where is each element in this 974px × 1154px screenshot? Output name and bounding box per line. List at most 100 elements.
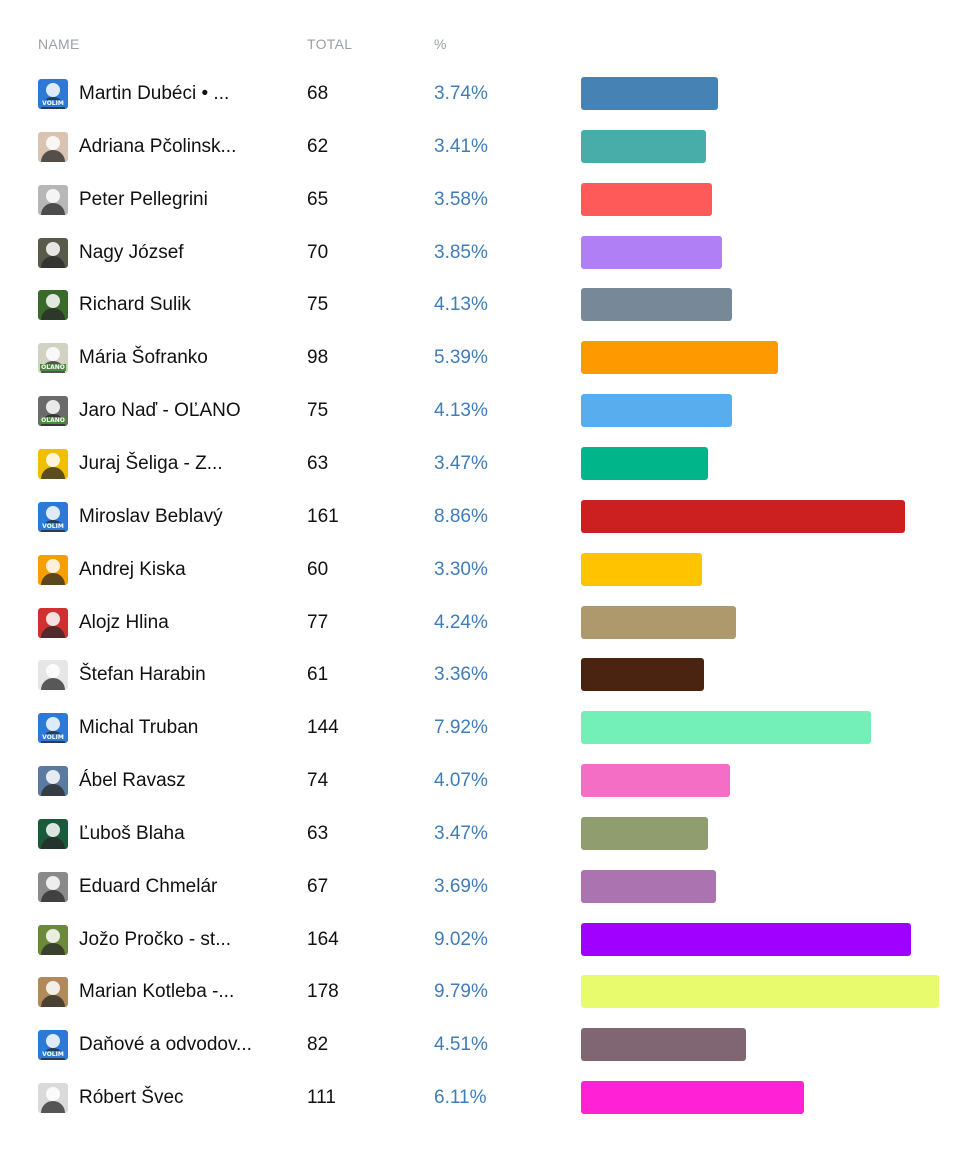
table-row[interactable]: VOLIM Miroslav Beblavý 161 8.86% <box>0 492 974 545</box>
bar <box>581 446 708 480</box>
avatar-head <box>46 981 60 996</box>
row-percent: 4.24% <box>434 611 488 633</box>
column-header-percent: % <box>434 36 447 52</box>
bar <box>581 552 702 586</box>
bar <box>581 235 722 269</box>
row-total: 77 <box>307 611 329 633</box>
avatar-head <box>46 188 60 203</box>
profile-photo-icon <box>38 818 68 849</box>
row-name: Adriana Pčolinsk... <box>79 135 237 157</box>
table-row[interactable]: Eduard Chmelár 67 3.69% <box>0 862 974 915</box>
row-total: 61 <box>307 664 329 686</box>
profile-photo-icon <box>38 290 68 321</box>
table-row[interactable]: VOLIM Michal Truban 144 7.92% <box>0 703 974 756</box>
table-row[interactable]: Alojz Hlina 77 4.24% <box>0 598 974 651</box>
table-row[interactable]: VOLIM Martin Dubéci • ... 68 3.74% <box>0 69 974 122</box>
table-row[interactable]: Ľuboš Blaha 63 3.47% <box>0 809 974 862</box>
avatar-head <box>46 664 60 679</box>
row-total: 161 <box>307 505 339 527</box>
bar <box>581 975 939 1009</box>
table-row[interactable]: VOLIM Daňové a odvodov... 82 4.51% <box>0 1020 974 1073</box>
row-name: Daňové a odvodov... <box>79 1034 252 1056</box>
profile-photo-icon <box>38 766 68 797</box>
table-row[interactable]: Róbert Švec 111 6.11% <box>0 1073 974 1126</box>
table-row[interactable]: Marian Kotleba -... 178 9.79% <box>0 967 974 1020</box>
table-row[interactable]: Adriana Pčolinsk... 62 3.41% <box>0 122 974 175</box>
row-total: 60 <box>307 558 329 580</box>
avatar-badge: OĽANO <box>40 417 66 425</box>
row-total: 67 <box>307 875 329 897</box>
bar <box>581 922 911 956</box>
table-row[interactable]: Štefan Harabin 61 3.36% <box>0 650 974 703</box>
row-total: 65 <box>307 188 329 210</box>
row-percent: 3.85% <box>434 241 488 263</box>
table-row[interactable]: Nagy József 70 3.85% <box>0 228 974 281</box>
row-percent: 3.41% <box>434 135 488 157</box>
bar <box>581 658 704 692</box>
row-percent: 4.13% <box>434 400 488 422</box>
table-row[interactable]: Jožo Pročko - st... 164 9.02% <box>0 915 974 968</box>
profile-photo-icon <box>38 607 68 638</box>
avatar-head <box>46 452 60 467</box>
table-row[interactable]: OĽANO Mária Šofranko 98 5.39% <box>0 333 974 386</box>
avatar-head <box>46 611 60 626</box>
avatar-badge: OĽANO <box>40 364 66 372</box>
table-row[interactable]: Andrej Kiska 60 3.30% <box>0 545 974 598</box>
profile-photo-icon <box>38 448 68 479</box>
profile-photo-icon: OĽANO <box>38 343 68 374</box>
row-name: Róbert Švec <box>79 1087 184 1109</box>
row-percent: 3.47% <box>434 822 488 844</box>
table-row[interactable]: Richard Sulik 75 4.13% <box>0 280 974 333</box>
profile-photo-icon <box>38 977 68 1008</box>
row-name: Martin Dubéci • ... <box>79 83 230 104</box>
row-total: 75 <box>307 400 329 422</box>
bar <box>581 605 736 639</box>
profile-photo-icon <box>38 554 68 585</box>
table-row[interactable]: Peter Pellegrini 65 3.58% <box>0 175 974 228</box>
row-percent: 3.30% <box>434 558 488 580</box>
row-name: Štefan Harabin <box>79 664 206 686</box>
bar <box>581 764 730 798</box>
profile-photo-icon <box>38 871 68 902</box>
profile-photo-icon <box>38 184 68 215</box>
avatar-head <box>46 1087 60 1102</box>
column-header-name: NAME <box>38 36 80 52</box>
bar <box>581 1081 804 1115</box>
avatar-body <box>41 625 65 638</box>
row-name: Jaro Naď - OĽANO <box>79 400 241 422</box>
row-percent: 3.74% <box>434 83 488 104</box>
table-row[interactable]: OĽANO Jaro Naď - OĽANO 75 4.13% <box>0 386 974 439</box>
profile-photo-icon: VOLIM <box>38 1030 68 1061</box>
avatar-head <box>46 505 60 520</box>
row-percent: 7.92% <box>434 717 488 739</box>
avatar-body <box>41 149 65 162</box>
row-percent: 3.69% <box>434 875 488 897</box>
table-row[interactable]: Ábel Ravasz 74 4.07% <box>0 756 974 809</box>
row-total: 111 <box>307 1087 336 1109</box>
avatar-body <box>41 836 65 849</box>
bar <box>581 1028 746 1062</box>
row-name: Nagy József <box>79 241 184 263</box>
avatar-head <box>46 558 60 573</box>
profile-photo-icon <box>38 1083 68 1114</box>
avatar-body <box>41 678 65 691</box>
avatar-head <box>46 135 60 150</box>
avatar-body <box>41 466 65 479</box>
row-name: Jožo Pročko - st... <box>79 928 232 950</box>
avatar-head <box>46 1034 60 1049</box>
row-total: 70 <box>307 241 329 263</box>
profile-photo-icon: OĽANO <box>38 396 68 427</box>
avatar-body <box>41 889 65 902</box>
row-total: 82 <box>307 1034 329 1056</box>
avatar-head <box>46 347 60 362</box>
bar <box>581 77 718 110</box>
table-row[interactable]: Juraj Šeliga - Z... 63 3.47% <box>0 439 974 492</box>
profile-photo-icon: VOLIM <box>38 79 68 109</box>
row-percent: 3.36% <box>434 664 488 686</box>
row-name: Ábel Ravasz <box>79 770 186 792</box>
profile-photo-icon: VOLIM <box>38 501 68 532</box>
avatar-body <box>41 308 65 321</box>
avatar-body <box>41 995 65 1008</box>
row-name: Alojz Hlina <box>79 611 169 633</box>
